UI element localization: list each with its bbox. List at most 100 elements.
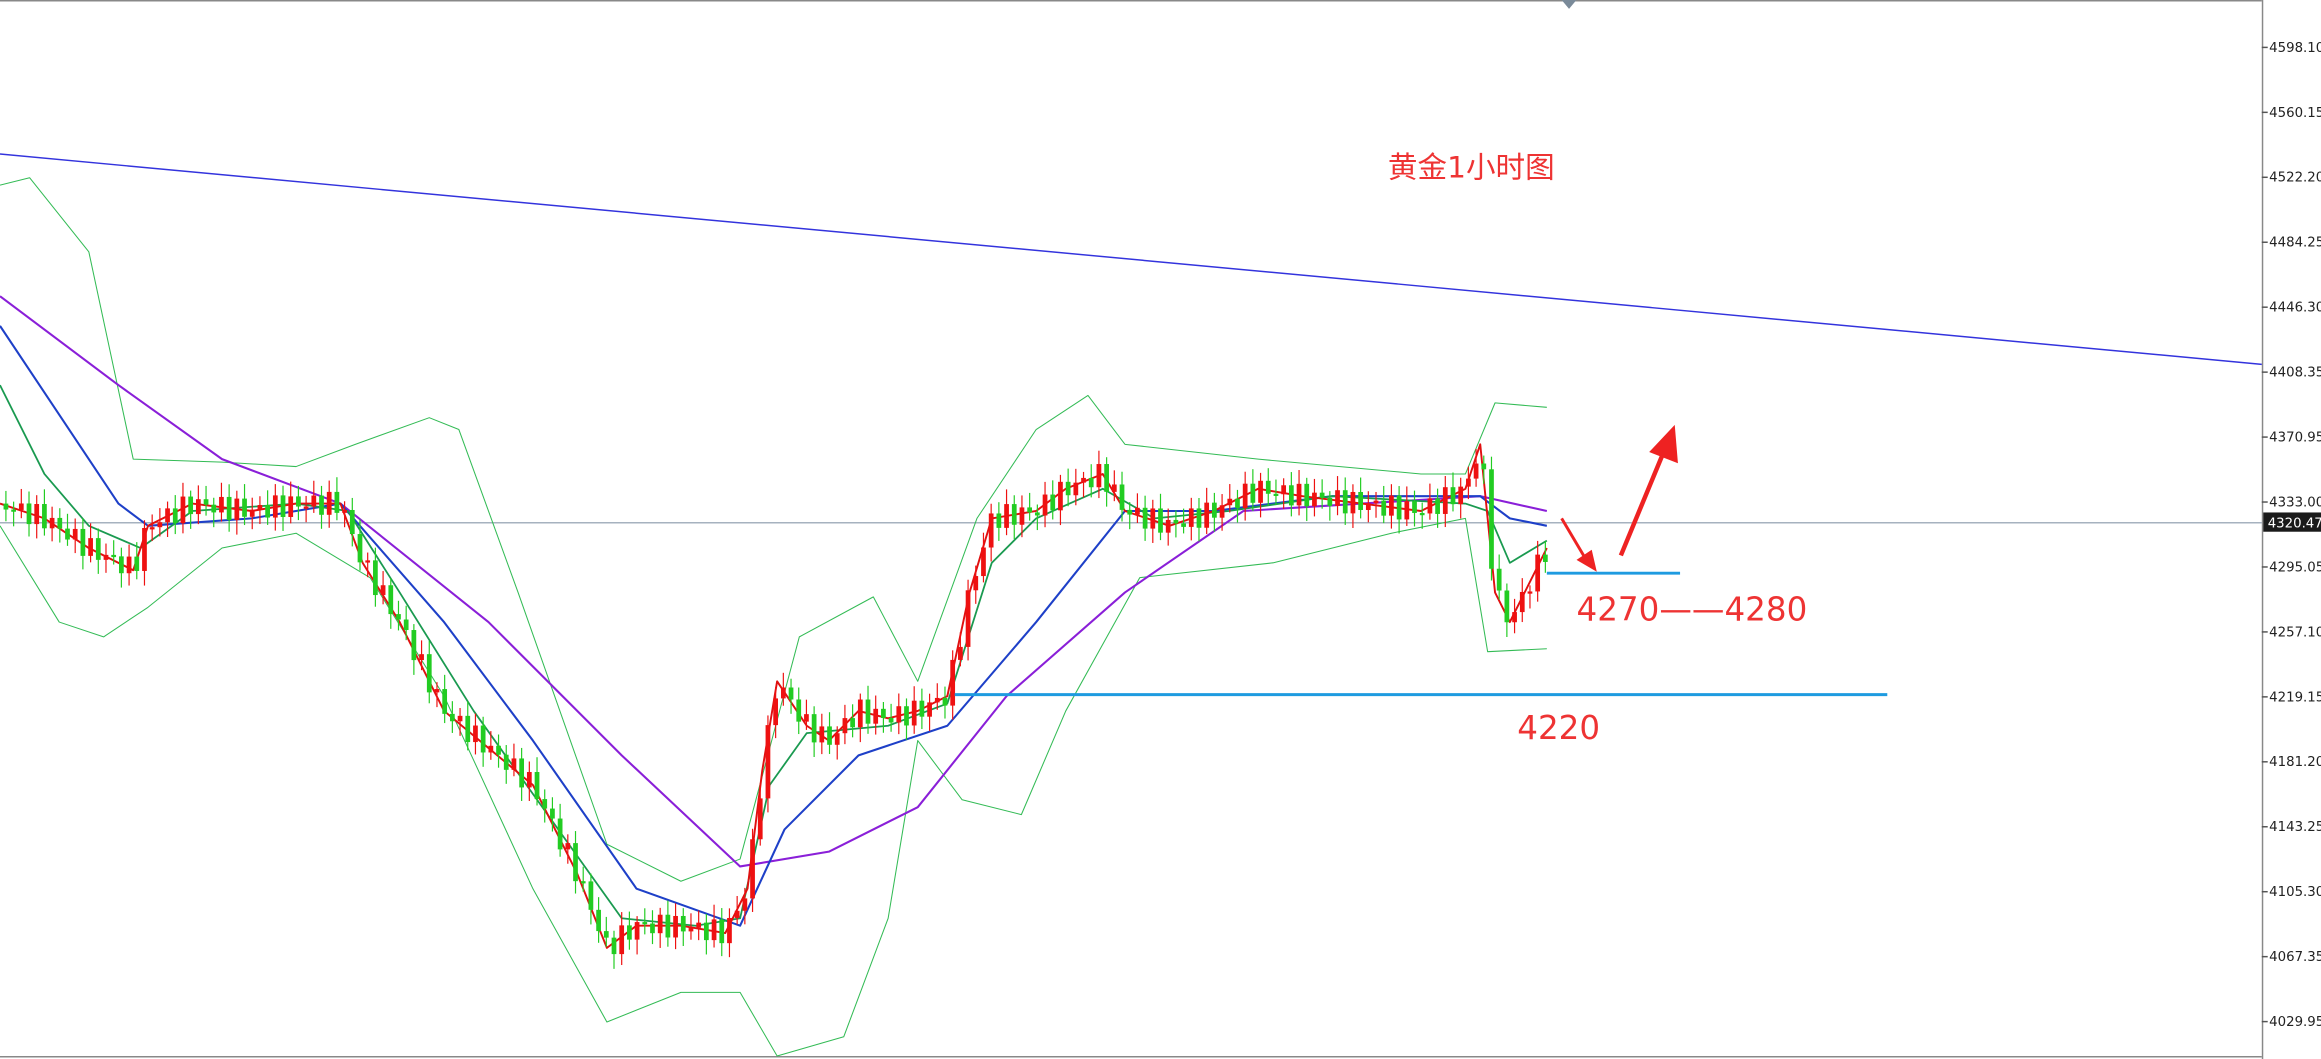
candle-body <box>1227 498 1233 506</box>
axis-label: 4446.30 <box>2269 301 2321 316</box>
candle-body <box>496 745 501 755</box>
candle-body <box>1027 507 1033 513</box>
candle-body <box>1288 485 1294 506</box>
axis-label: 4408.35 <box>2269 366 2321 381</box>
candle-body <box>34 504 40 525</box>
candle-body <box>927 702 932 717</box>
candle-body <box>1365 503 1371 510</box>
candle-body <box>1542 554 1548 562</box>
axis-label: 4484.25 <box>2269 236 2321 251</box>
candle-body <box>1096 464 1102 488</box>
candle-body <box>1350 491 1356 514</box>
current-price-box <box>2263 512 2321 532</box>
candle-body <box>973 576 979 591</box>
candle-body <box>473 725 478 743</box>
candle-body <box>788 687 794 700</box>
candle-body <box>134 556 140 571</box>
candle-body <box>619 925 625 955</box>
bollinger-upper <box>0 177 1547 882</box>
candle-body <box>1042 494 1048 516</box>
candle-body <box>1250 483 1256 503</box>
candle-body <box>65 528 70 540</box>
candle-body <box>1381 500 1387 516</box>
axis-label: 4181.20 <box>2269 755 2321 770</box>
candle-body <box>1073 482 1079 496</box>
candle-body <box>634 922 640 940</box>
candle-body <box>488 745 494 753</box>
candle-body <box>904 706 909 726</box>
candle-body <box>1065 481 1071 496</box>
candle-body <box>1188 508 1194 527</box>
candle-body <box>580 881 586 884</box>
candle-body <box>280 495 286 517</box>
candle-body <box>942 697 948 706</box>
candle-body <box>865 699 871 724</box>
axis-label: 4105.30 <box>2269 885 2321 900</box>
axis-label: 4067.35 <box>2269 950 2321 965</box>
candle-body <box>1127 509 1133 515</box>
candle-body <box>750 839 755 899</box>
candle-body <box>1219 505 1225 518</box>
candle-body <box>596 909 601 932</box>
chart-caption: 黄金1小时图 <box>1388 151 1555 185</box>
candle-body <box>665 914 671 938</box>
candle-body <box>965 590 971 647</box>
axis-label: 4295.05 <box>2269 560 2321 575</box>
candle-body <box>765 725 771 799</box>
candle-body <box>95 538 101 560</box>
candle-body <box>311 495 317 507</box>
axis-label: 4333.00 <box>2269 495 2321 510</box>
candle-body <box>603 931 609 938</box>
candle-body <box>534 772 540 800</box>
candle-body <box>996 513 1002 528</box>
candle-body <box>1389 495 1394 516</box>
candle-body <box>419 654 424 661</box>
candle-body <box>442 689 448 714</box>
candle-body <box>334 491 340 513</box>
candle-body <box>157 522 163 528</box>
candle-body <box>172 508 178 524</box>
candle-body <box>403 619 409 631</box>
candle-body <box>958 646 963 660</box>
candle-body <box>257 505 263 510</box>
candle-body <box>249 509 255 517</box>
candle-body <box>1119 484 1125 510</box>
candle-body <box>1258 480 1263 503</box>
candle-body <box>1466 478 1471 487</box>
range-annotation: 4270——4280 <box>1576 591 1807 629</box>
candle-body <box>1235 498 1240 509</box>
candle-body <box>49 517 55 529</box>
candle-body <box>18 503 24 510</box>
candle-body <box>1004 504 1009 528</box>
candle-body <box>1181 523 1186 527</box>
axis-label: 4598.10 <box>2269 41 2321 56</box>
candle-body <box>757 798 763 840</box>
candle-body <box>1489 469 1494 569</box>
candle-body <box>680 915 686 932</box>
candle-body <box>457 715 463 722</box>
candle-body <box>1034 512 1040 516</box>
candle-body <box>627 925 632 940</box>
candle-body <box>219 496 224 513</box>
candle-body <box>519 758 525 788</box>
candle-body <box>303 506 309 509</box>
candle-body <box>950 659 956 706</box>
candle-body <box>873 708 879 724</box>
candle-body <box>1527 591 1533 594</box>
axis-label: 4143.25 <box>2269 820 2321 835</box>
candle-body <box>1504 590 1510 623</box>
candle-body <box>365 560 371 563</box>
candle-body <box>188 496 194 515</box>
candle-body <box>1450 487 1456 505</box>
candle-body <box>881 708 886 719</box>
axis-label: 4257.10 <box>2269 625 2321 640</box>
candle-body <box>1111 484 1117 492</box>
candle-body <box>1204 502 1210 528</box>
candle-body <box>111 554 117 558</box>
candle-body <box>796 699 802 722</box>
candle-body <box>1473 463 1479 479</box>
candle-body <box>1019 507 1025 525</box>
candle-body <box>380 585 386 596</box>
candle-body <box>588 881 594 910</box>
